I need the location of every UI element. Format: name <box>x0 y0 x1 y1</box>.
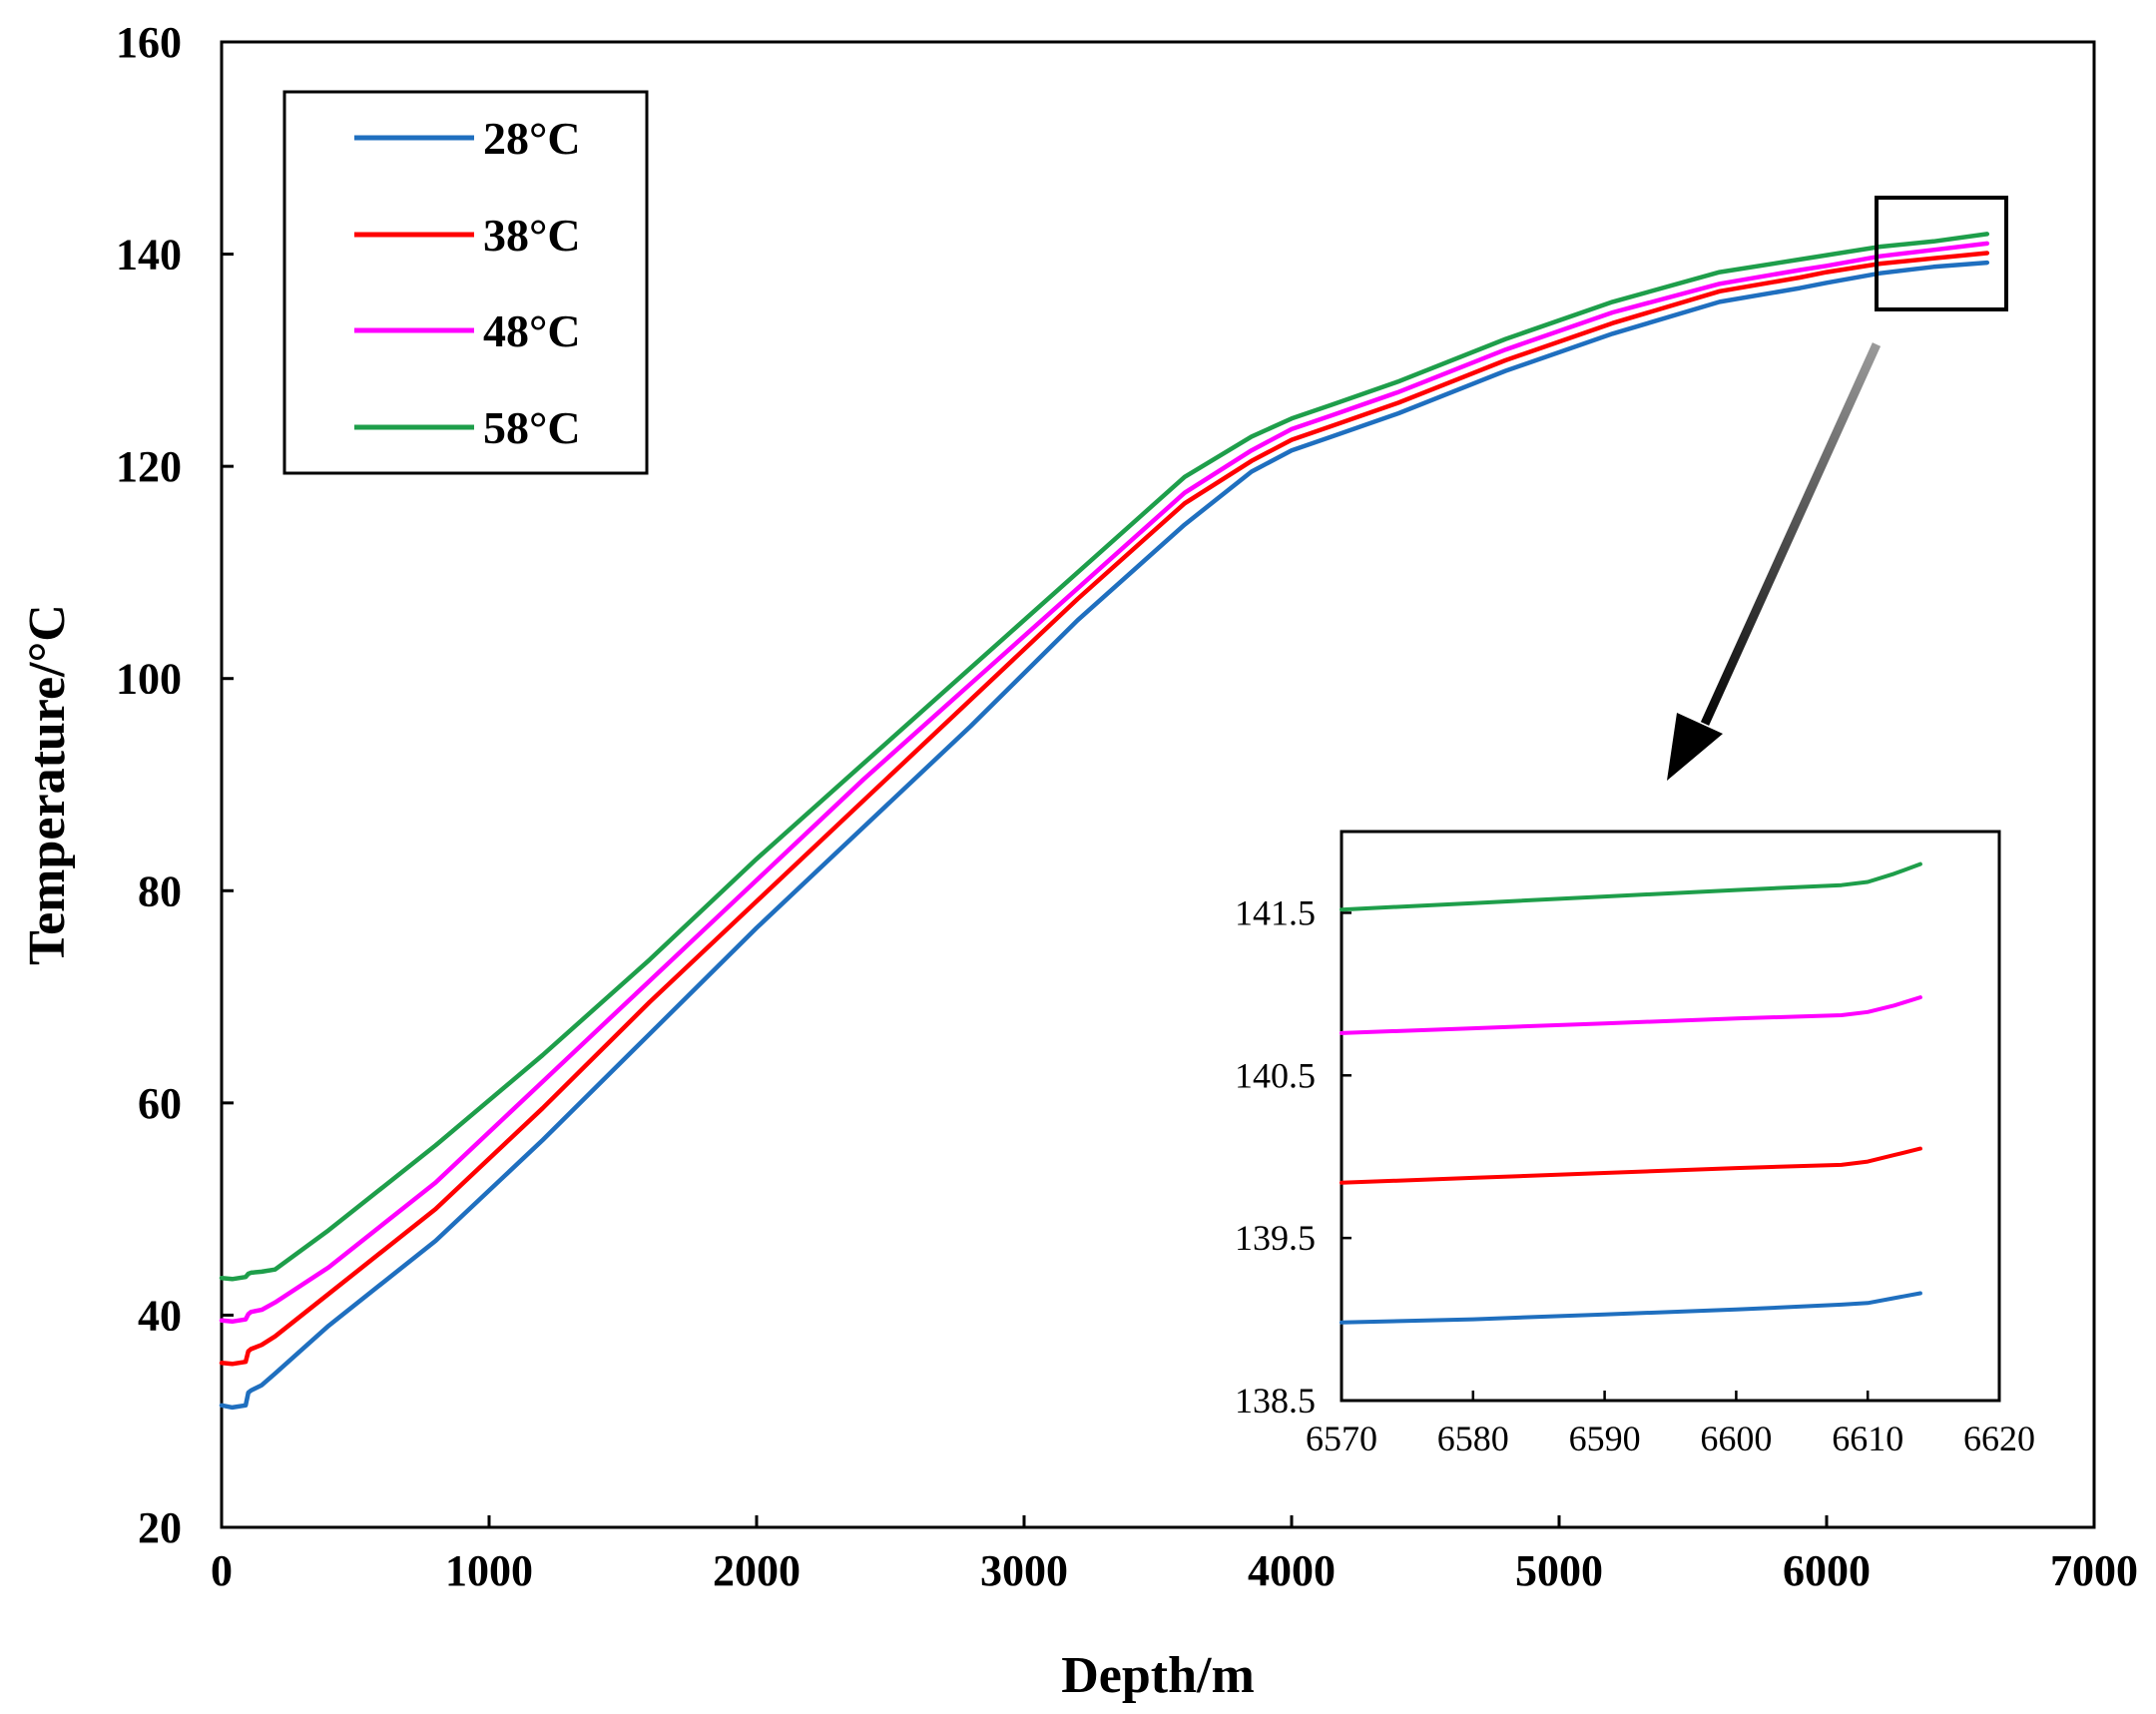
main-x-axis: 0 1000 2000 3000 4000 5000 6000 7000 <box>211 1515 2138 1595</box>
zoom-arrow-head <box>1667 713 1723 781</box>
inset-series-group <box>1340 861 1922 1325</box>
inset-x-axis: 6570 6580 6590 6600 6610 6620 <box>1306 1391 2035 1458</box>
main-x-tick-label: 0 <box>211 1546 233 1595</box>
zoom-arrow-shaft <box>1700 342 1882 726</box>
main-series-line-38-c <box>219 251 1990 1367</box>
main-x-tick-label: 1000 <box>445 1546 533 1595</box>
main-series-line-48-c <box>219 241 1990 1325</box>
inset-series-line-48-c <box>1340 995 1922 1035</box>
zoom-highlight-box <box>1875 196 2008 311</box>
main-x-tick-label: 5000 <box>1515 1546 1603 1595</box>
legend-label-38c: 38°C <box>483 210 581 261</box>
inset-y-tick-label: 138.5 <box>1235 1381 1316 1421</box>
inset-x-tick-label: 6580 <box>1437 1419 1509 1458</box>
legend-label-58c: 58°C <box>483 402 581 453</box>
inset-y-tick-label: 140.5 <box>1235 1055 1316 1095</box>
inset-y-axis: 138.5 139.5 140.5 141.5 <box>1235 892 1351 1421</box>
inset-x-tick-label: 6570 <box>1306 1419 1377 1458</box>
main-x-tick-label: 6000 <box>1783 1546 1871 1595</box>
main-series-line-28-c <box>219 260 1990 1411</box>
main-x-tick-label: 7000 <box>2050 1546 2138 1595</box>
inset-x-tick-label: 6600 <box>1700 1419 1772 1458</box>
main-y-tick-label: 100 <box>116 655 182 704</box>
main-plot-frame <box>220 40 2096 1529</box>
main-x-tick-label: 3000 <box>980 1546 1068 1595</box>
main-series-line-58-c <box>219 232 1990 1282</box>
main-x-tick-label: 4000 <box>1248 1546 1336 1595</box>
inset-x-tick-label: 6620 <box>1963 1419 2035 1458</box>
legend-label-48c: 48°C <box>483 305 581 356</box>
main-y-axis: 20 40 60 80 100 120 140 160 <box>116 18 234 1552</box>
x-axis-title: Depth/m <box>1061 1647 1255 1704</box>
inset-series-line-58-c <box>1340 861 1922 912</box>
legend: 28°C 38°C 48°C 58°C <box>282 90 649 475</box>
inset-x-tick-label: 6610 <box>1832 1419 1903 1458</box>
main-y-tick-label: 120 <box>116 442 182 491</box>
main-y-tick-label: 140 <box>116 231 182 280</box>
main-y-tick-label: 80 <box>138 866 182 915</box>
main-y-tick-label: 40 <box>138 1291 182 1340</box>
inset-plot-frame <box>1340 830 2001 1403</box>
inset-x-tick-label: 6590 <box>1569 1419 1641 1458</box>
inset-series-line-38-c <box>1340 1146 1922 1185</box>
legend-box <box>282 90 649 475</box>
legend-label-28c: 28°C <box>483 113 581 164</box>
inset-y-tick-label: 139.5 <box>1235 1218 1316 1258</box>
inset-series-line-28-c <box>1340 1291 1922 1325</box>
main-series-group <box>219 232 1990 1411</box>
main-y-tick-label: 20 <box>138 1503 182 1552</box>
inset-plot-background <box>1342 832 1999 1401</box>
inset-y-tick-label: 141.5 <box>1235 892 1316 932</box>
y-axis-title: Temperature/°C <box>19 604 76 965</box>
main-x-tick-label: 2000 <box>713 1546 801 1595</box>
main-y-tick-label: 60 <box>138 1079 182 1128</box>
main-y-tick-label: 160 <box>116 18 182 67</box>
